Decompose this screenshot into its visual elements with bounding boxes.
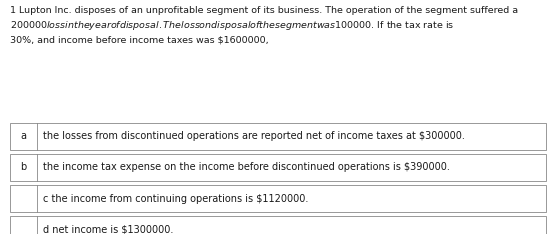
Text: c the income from continuing operations is $1120000.: c the income from continuing operations … <box>43 194 309 204</box>
Bar <box>10 123 546 150</box>
Bar <box>10 216 546 234</box>
Text: a: a <box>21 131 26 141</box>
Text: the losses from discontinued operations are reported net of income taxes at $300: the losses from discontinued operations … <box>43 131 465 141</box>
Bar <box>10 154 546 181</box>
Text: b: b <box>20 162 27 172</box>
Text: the income tax expense on the income before discontinued operations is $390000.: the income tax expense on the income bef… <box>43 162 450 172</box>
Bar <box>10 185 546 212</box>
Text: 1 Lupton Inc. disposes of an unprofitable segment of its business. The operation: 1 Lupton Inc. disposes of an unprofitabl… <box>10 6 518 44</box>
Text: d net income is $1300000.: d net income is $1300000. <box>43 225 173 234</box>
